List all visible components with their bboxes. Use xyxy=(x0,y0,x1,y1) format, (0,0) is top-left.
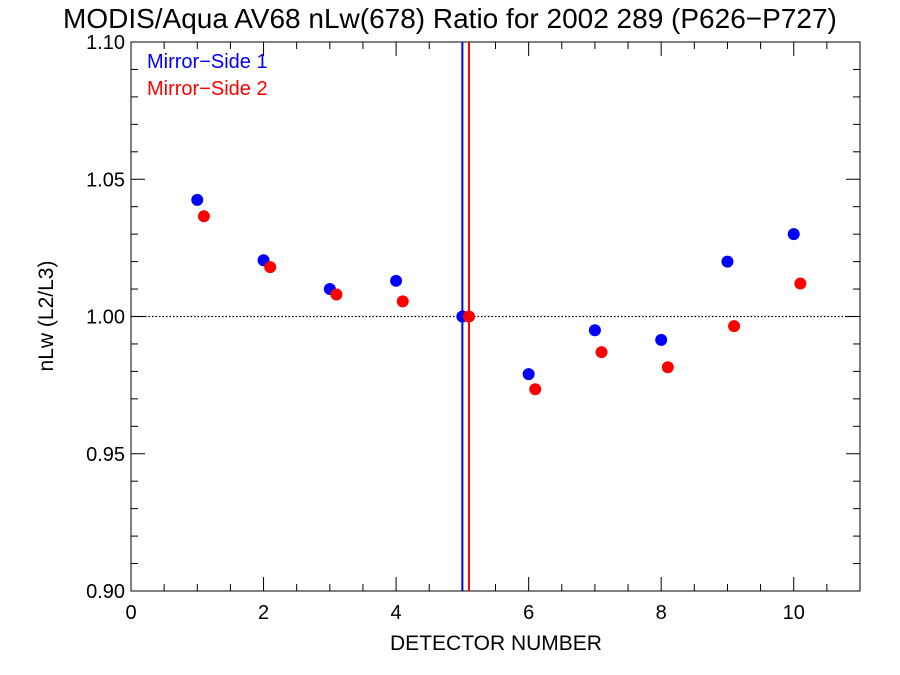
y-tick-label: 0.95 xyxy=(86,444,125,466)
point-series-2 xyxy=(330,288,343,301)
x-tick-label: 2 xyxy=(258,602,269,624)
point-series-1 xyxy=(655,333,668,346)
y-axis-label: nLw (L2/L3) xyxy=(35,261,58,372)
point-series-1 xyxy=(390,274,403,287)
point-series-2 xyxy=(595,346,608,359)
point-series-1 xyxy=(588,324,601,337)
point-series-1 xyxy=(522,368,535,381)
point-series-1 xyxy=(721,255,734,268)
point-series-2 xyxy=(728,320,741,333)
y-tick-label: 1.00 xyxy=(86,307,125,329)
x-tick-label: 0 xyxy=(125,602,136,624)
point-series-1 xyxy=(191,193,204,206)
legend-entry-1: Mirror−Side 1 xyxy=(147,51,268,73)
x-axis-label: DETECTOR NUMBER xyxy=(390,632,602,655)
point-series-2 xyxy=(264,261,277,274)
y-tick-label: 1.10 xyxy=(86,32,125,54)
axis-ticks xyxy=(130,41,861,592)
x-tick-label: 4 xyxy=(391,602,402,624)
chart-title: MODIS/Aqua AV68 nLw(678) Ratio for 2002 … xyxy=(63,3,837,34)
point-series-2 xyxy=(396,295,409,308)
y-tick-label: 1.05 xyxy=(86,169,125,191)
x-tick-label: 8 xyxy=(656,602,667,624)
point-series-2 xyxy=(197,210,210,223)
point-series-2 xyxy=(529,383,542,396)
legend-entry-2: Mirror−Side 2 xyxy=(147,78,268,100)
data-points xyxy=(191,193,807,396)
axis-tick-labels: 0 2 4 6 8 10 0.90 0.95 1.00 1.05 1.10 xyxy=(86,32,805,624)
point-series-2 xyxy=(462,310,475,323)
x-tick-label: 10 xyxy=(783,602,805,624)
x-tick-label: 6 xyxy=(523,602,534,624)
point-series-1 xyxy=(787,228,800,241)
point-series-2 xyxy=(661,361,674,374)
point-series-2 xyxy=(794,277,807,290)
y-tick-label: 0.90 xyxy=(86,581,125,603)
